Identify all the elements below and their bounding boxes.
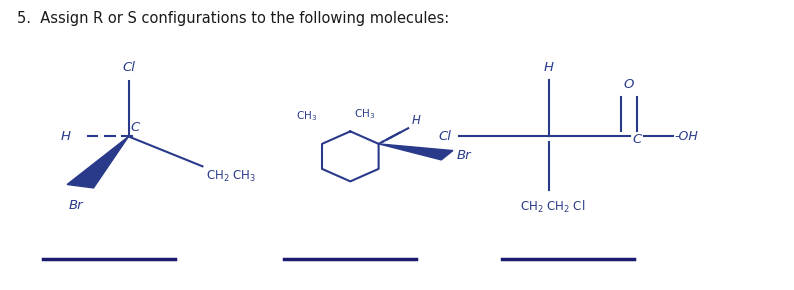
Text: H: H [60, 130, 70, 143]
Text: 5.  Assign R or S configurations to the following molecules:: 5. Assign R or S configurations to the f… [17, 11, 449, 26]
Text: C: C [632, 133, 642, 146]
Text: H: H [544, 61, 553, 74]
Text: Cl: Cl [438, 130, 452, 143]
Text: -OH: -OH [674, 130, 698, 143]
Text: H: H [412, 114, 421, 127]
Text: Br: Br [457, 149, 471, 162]
Text: Br: Br [69, 199, 83, 212]
Text: C: C [131, 121, 140, 134]
Polygon shape [67, 137, 129, 188]
Text: Cl: Cl [122, 61, 135, 74]
Polygon shape [379, 144, 453, 160]
Text: CH$_2$ CH$_2$ Cl: CH$_2$ CH$_2$ Cl [520, 199, 585, 215]
Text: CH$_3$: CH$_3$ [354, 108, 376, 122]
Text: CH$_2$ CH$_3$: CH$_2$ CH$_3$ [206, 169, 256, 184]
Text: CH$_3$: CH$_3$ [296, 109, 318, 123]
Text: O: O [624, 78, 634, 91]
